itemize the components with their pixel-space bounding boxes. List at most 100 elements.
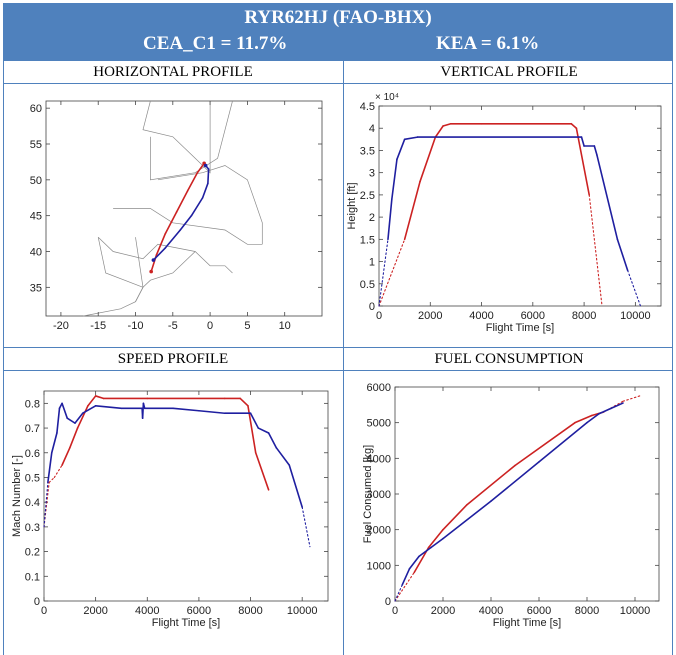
section-fuel-title: FUEL CONSUMPTION	[345, 348, 673, 370]
x-tick-label: 10	[279, 320, 291, 332]
y-tick-label: 45	[30, 211, 42, 223]
y-tick-label: 0.6	[25, 448, 40, 460]
x-tick-label: -10	[128, 320, 144, 332]
y-tick-label: 1	[369, 257, 375, 269]
y-tick-label: 3.5	[360, 145, 375, 157]
blue-series-segment	[391, 158, 398, 201]
red-series-segment	[574, 414, 593, 424]
red-series-segment	[403, 180, 421, 241]
x-tick-label: 0	[41, 605, 47, 617]
blue-series-segment	[207, 168, 210, 185]
x-tick-label: -5	[168, 320, 178, 332]
blue-series-segment	[610, 402, 624, 410]
y-tick-label: 0	[385, 596, 391, 608]
red-series-segment	[53, 464, 63, 479]
country-boundary	[113, 208, 263, 245]
red-series-segment	[69, 427, 79, 449]
red-series-segment	[378, 238, 406, 307]
red-series-segment	[466, 464, 516, 506]
blue-series-segment	[81, 405, 97, 415]
plot-frame	[394, 386, 660, 602]
x-tick-label: 0	[392, 605, 398, 617]
blue-series-segment	[198, 409, 226, 415]
x-axis-label: Flight Time [s]	[486, 322, 554, 334]
y-tick-label: 4.5	[360, 101, 375, 113]
y-tick-label: 5000	[367, 418, 391, 430]
speed-profile-chart: 0 2000 4000 6000 8000 10000 0 0.1 0.2 0.3 0.4 0.5 0.…	[4, 371, 342, 653]
blue-series-segment	[394, 584, 403, 602]
blue-route-endpoint	[151, 258, 156, 262]
table-rule	[3, 60, 4, 655]
vertical-profile-chart: 0 2000 4000 6000 8000 10000 0 0.5 1 1.5 2 2.5 3 3.5 4 4…	[345, 84, 671, 346]
blue-series-segment	[387, 198, 393, 241]
red-series-segment	[186, 171, 199, 192]
table-rule	[3, 370, 673, 371]
blue-series-segment	[403, 136, 419, 141]
plot-frame	[45, 100, 323, 317]
y-tick-label: 1000	[367, 560, 391, 572]
x-tick-label: 2000	[431, 605, 455, 617]
red-series-segment	[570, 122, 578, 130]
y-tick-label: 0.5	[360, 279, 375, 291]
y-tick-label: 2000	[367, 525, 391, 537]
report-header: RYR62HJ (FAO-BHX) CEA_C1 = 11.7% KEA = 6…	[3, 3, 673, 60]
y-axis-label: Mach Number [-]	[11, 455, 23, 537]
blue-series-segment	[538, 421, 588, 463]
red-series-segment	[434, 125, 444, 138]
country-boundary	[142, 100, 211, 174]
x-axis-label: Flight Time [s]	[152, 617, 220, 629]
blue-series-segment	[257, 427, 270, 434]
x-tick-label: 4000	[469, 310, 493, 322]
y-axis-label: Fuel Consumed [kg]	[362, 445, 374, 543]
x-tick-label: 4000	[479, 605, 503, 617]
blue-series-segment	[164, 229, 182, 249]
x-tick-label: -20	[53, 320, 69, 332]
blue-series-segment	[408, 555, 420, 570]
red-series-segment	[514, 421, 576, 467]
y-tick-label: 0.5	[25, 472, 40, 484]
red-series-segment	[175, 189, 189, 213]
x-tick-label: 10000	[287, 605, 318, 617]
y-tick-label: 6000	[367, 382, 391, 394]
x-tick-label: 10000	[620, 310, 651, 322]
section-horizontal-title: HORIZONTAL PROFILE	[3, 61, 343, 83]
table-rule	[3, 60, 673, 61]
red-series-segment	[427, 528, 444, 549]
red-series-segment	[239, 397, 249, 407]
x-tick-label: 8000	[238, 605, 262, 617]
blue-series-segment	[267, 432, 278, 449]
fuel-consumption-chart: 0 2000 4000 6000 8000 10000 0 1000 2000 3000 4000 5…	[345, 371, 671, 653]
blue-series-segment	[47, 451, 53, 484]
y-tick-label: 0.7	[25, 423, 40, 435]
x-tick-label: 8000	[572, 310, 596, 322]
blue-series-segment	[396, 138, 406, 161]
blue-series-segment	[288, 464, 303, 508]
table-rule	[672, 60, 673, 655]
table-rule	[3, 347, 673, 348]
blue-series-segment	[593, 145, 598, 156]
blue-series-segment	[172, 407, 200, 412]
blue-route-endpoint	[203, 163, 208, 168]
blue-series-segment	[66, 417, 76, 424]
x-tick-label: -15	[90, 320, 106, 332]
y-tick-label: 1.5	[360, 234, 375, 246]
red-series-segment	[588, 194, 603, 307]
blue-series-segment	[378, 238, 389, 307]
y-tick-label: 0.3	[25, 522, 40, 534]
red-series-segment	[94, 395, 105, 400]
flight-title: RYR62HJ (FAO-BHX)	[244, 7, 432, 28]
x-tick-label: 6000	[527, 605, 551, 617]
y-axis-label: Height [ft]	[346, 182, 358, 229]
blue-series-segment	[616, 238, 629, 272]
blue-series-segment	[275, 447, 291, 466]
y-tick-label: 3000	[367, 489, 391, 501]
blue-series-segment	[61, 402, 69, 419]
blue-series-segment	[179, 214, 193, 231]
red-series-segment	[442, 503, 468, 531]
blue-series-segment	[50, 432, 58, 454]
x-tick-label: 2000	[83, 605, 107, 617]
x-axis-label: Flight Time [s]	[493, 617, 561, 629]
x-tick-label: 8000	[575, 605, 599, 617]
red-route-endpoint	[149, 269, 153, 274]
blue-series-segment	[74, 412, 84, 424]
